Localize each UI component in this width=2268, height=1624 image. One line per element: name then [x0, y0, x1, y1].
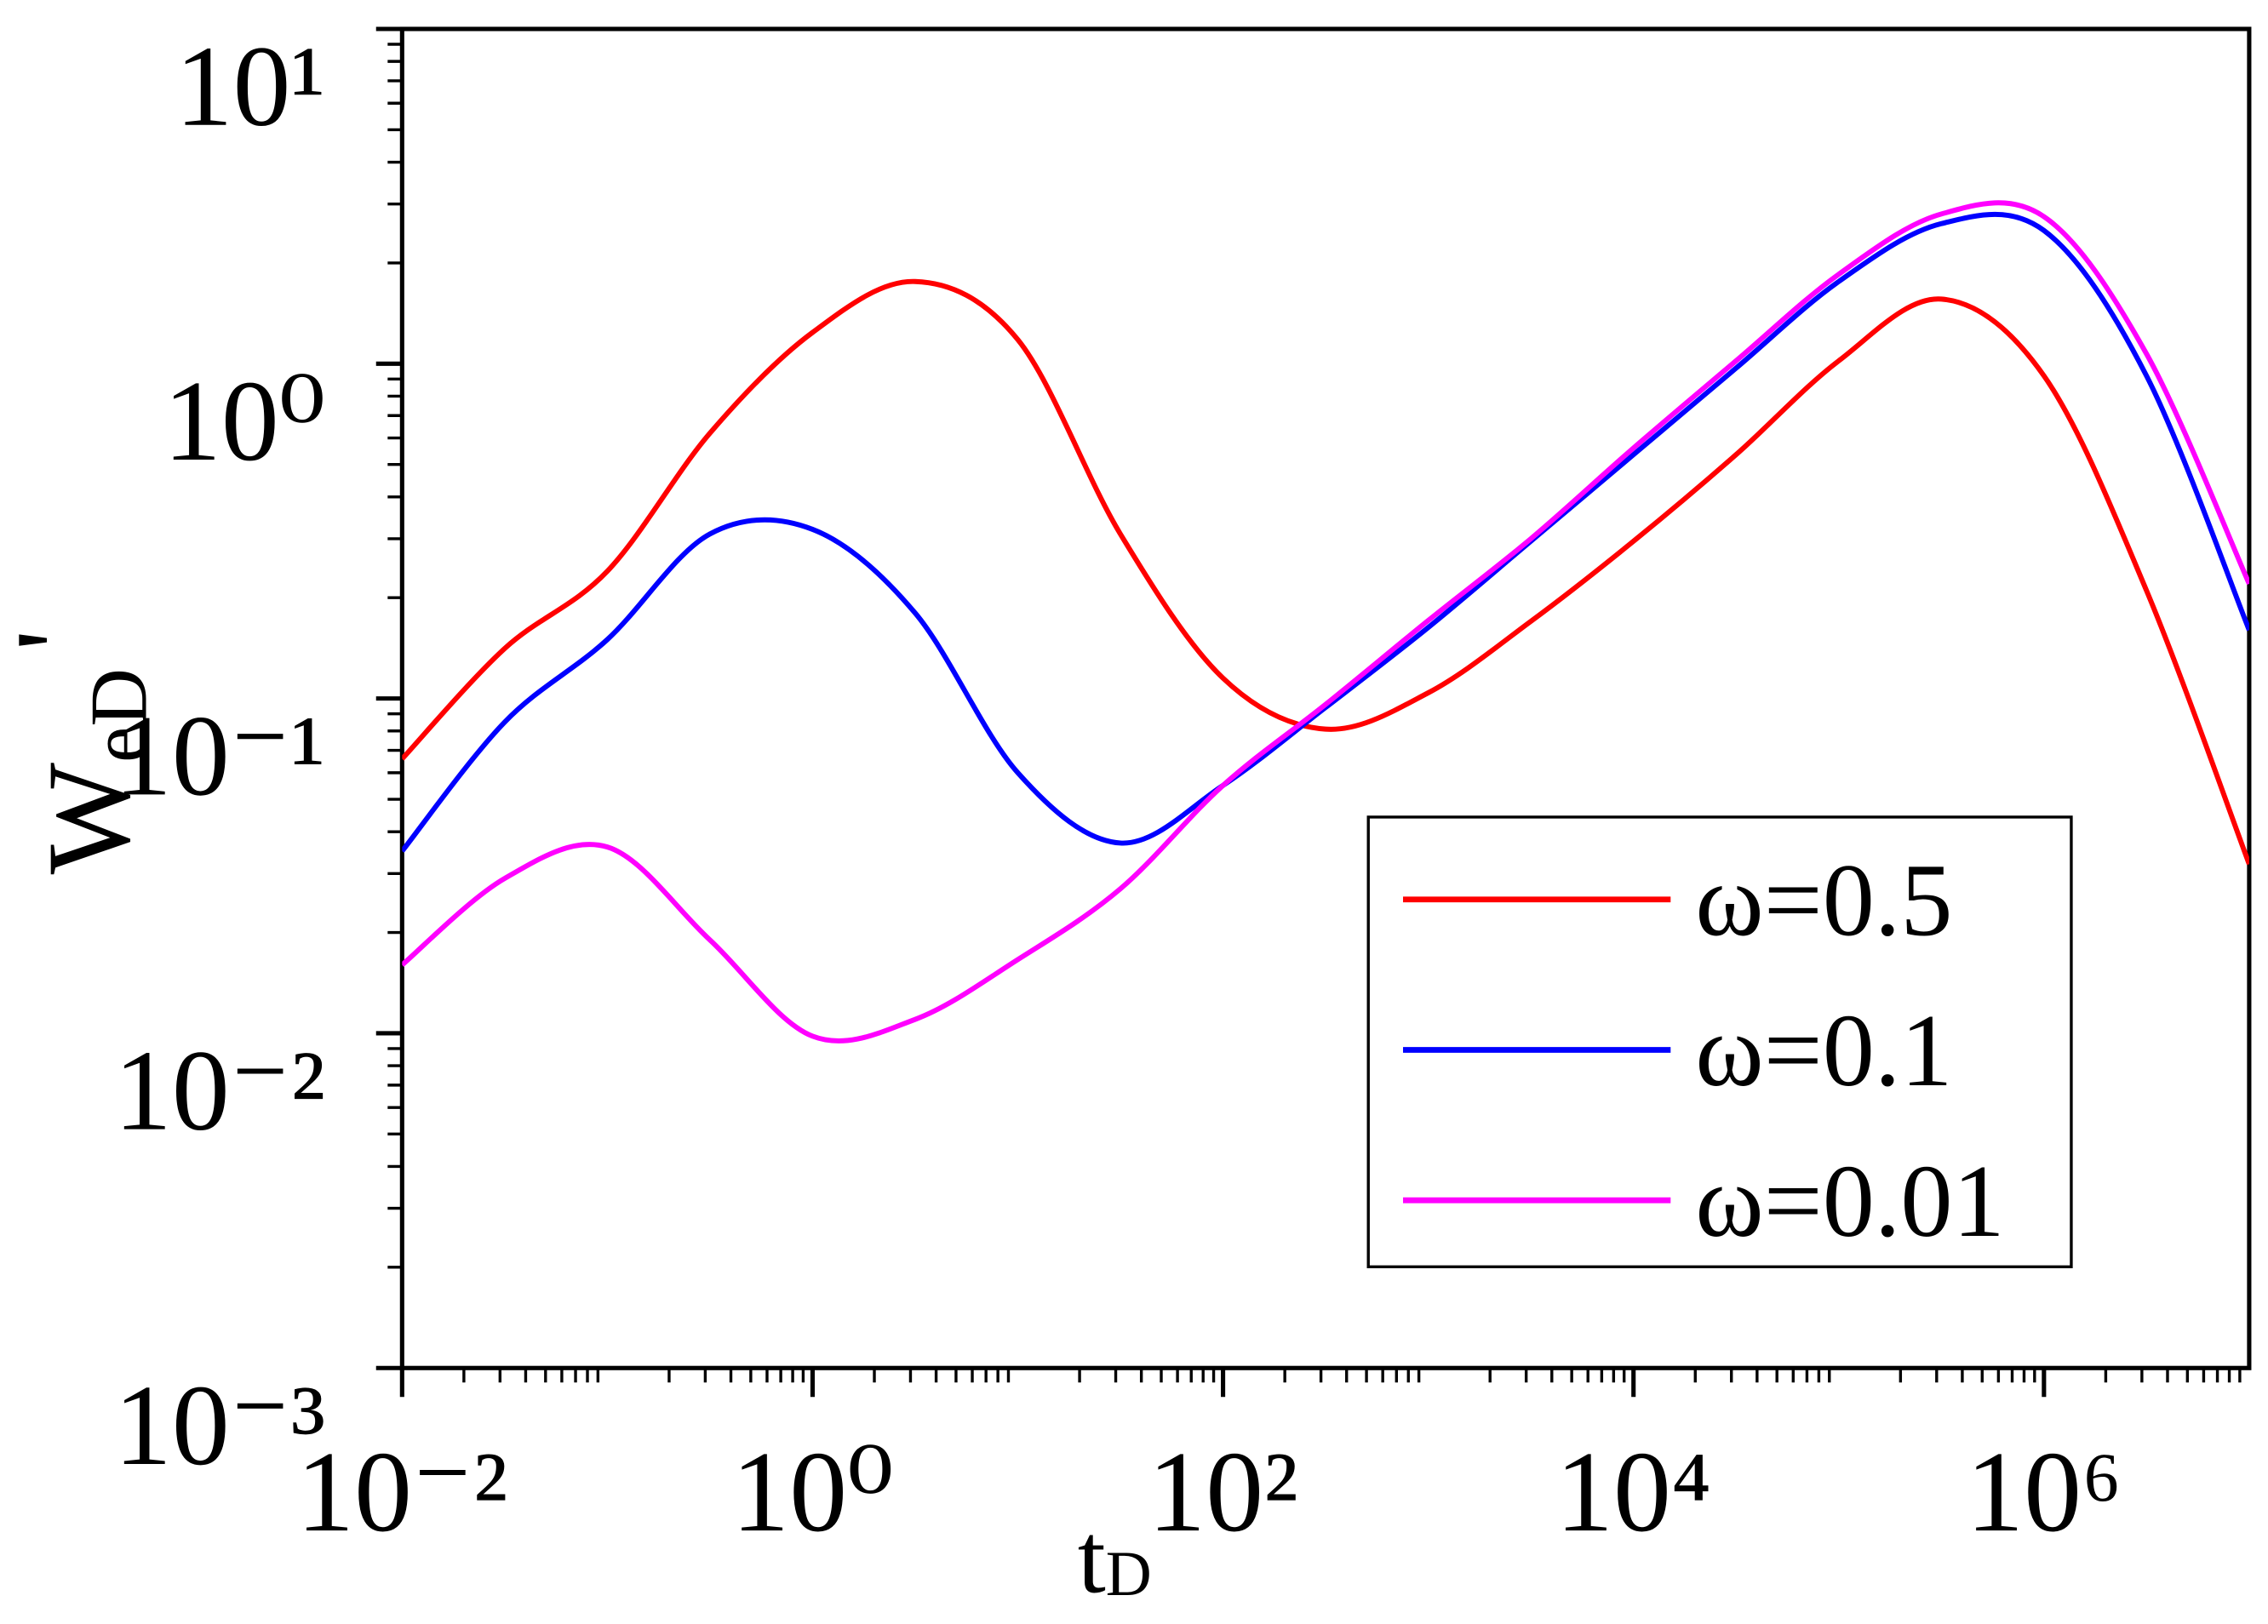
legend-label: ω=0.1: [1695, 993, 1952, 1108]
y-tick-label: 10⁻³: [114, 1362, 325, 1490]
series-line: [402, 200, 2249, 1044]
y-tick-label: 10⁻²: [114, 1027, 325, 1155]
legend-label: ω=0.01: [1695, 1144, 2005, 1259]
y-axis-label: WeD ': [0, 630, 163, 875]
x-tick-label: 10⁴: [1555, 1428, 1711, 1556]
x-tick-label: 10⁻²: [296, 1428, 507, 1556]
series-line: [402, 278, 2249, 866]
legend-label: ω=0.5: [1695, 843, 1952, 958]
legend-box: [1366, 815, 2073, 1269]
y-tick-label: 10⁰: [163, 357, 325, 485]
x-label-sub: D: [1106, 1539, 1152, 1610]
y-label-sub: eD: [73, 668, 163, 763]
x-axis-label: tD: [1078, 1502, 1152, 1615]
y-label-suffix: ': [0, 630, 123, 651]
x-tick-label: 10²: [1148, 1428, 1298, 1556]
y-label-main: W: [24, 762, 155, 874]
plot-frame: [399, 26, 2252, 1370]
y-tick-label: 10⁻¹: [114, 692, 325, 820]
x-tick-label: 10⁶: [1966, 1428, 2122, 1556]
y-tick-label: 10¹: [175, 23, 326, 151]
x-tick-label: 10⁰: [731, 1428, 893, 1556]
x-label-main: t: [1078, 1502, 1106, 1615]
